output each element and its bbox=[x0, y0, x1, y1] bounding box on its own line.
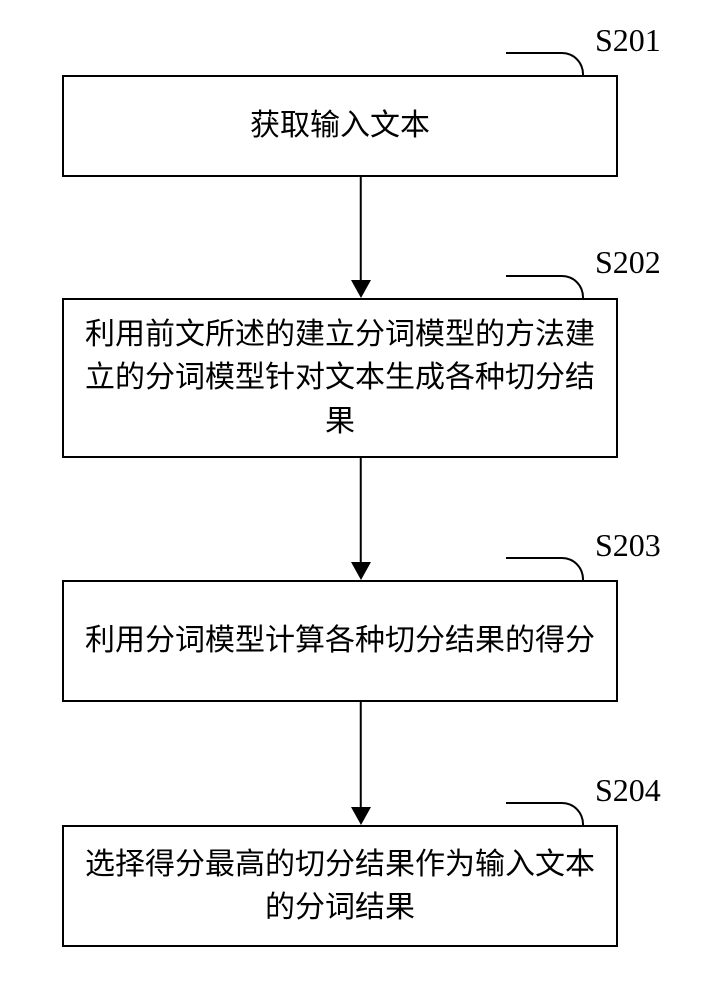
arrow-line-3 bbox=[359, 702, 362, 807]
label-s202: S202 bbox=[595, 244, 661, 281]
step-s203: 利用分词模型计算各种切分结果的得分 bbox=[62, 580, 618, 702]
flowchart-container: S201 获取输入文本 S202 利用前文所述的建立分词模型的方法建立的分词模型… bbox=[0, 0, 721, 1000]
arrow-line-2 bbox=[359, 458, 362, 562]
arrow-head-1 bbox=[351, 280, 371, 298]
label-s203: S203 bbox=[595, 527, 661, 564]
arrow-head-2 bbox=[351, 562, 371, 580]
step-text-s201: 获取输入文本 bbox=[250, 104, 430, 148]
step-text-s204: 选择得分最高的切分结果作为输入文本的分词结果 bbox=[84, 843, 596, 930]
arrow-head-3 bbox=[351, 807, 371, 825]
step-text-s202: 利用前文所述的建立分词模型的方法建立的分词模型针对文本生成各种切分结果 bbox=[84, 313, 596, 444]
arrow-line-1 bbox=[359, 177, 362, 280]
label-s201: S201 bbox=[595, 22, 661, 59]
step-s202: 利用前文所述的建立分词模型的方法建立的分词模型针对文本生成各种切分结果 bbox=[62, 298, 618, 458]
leader-s203 bbox=[506, 557, 584, 580]
step-s201: 获取输入文本 bbox=[62, 75, 618, 177]
leader-s201 bbox=[506, 52, 584, 75]
leader-s202 bbox=[506, 275, 584, 298]
step-s204: 选择得分最高的切分结果作为输入文本的分词结果 bbox=[62, 825, 618, 947]
leader-s204 bbox=[506, 802, 584, 825]
step-text-s203: 利用分词模型计算各种切分结果的得分 bbox=[85, 619, 595, 663]
label-s204: S204 bbox=[595, 772, 661, 809]
